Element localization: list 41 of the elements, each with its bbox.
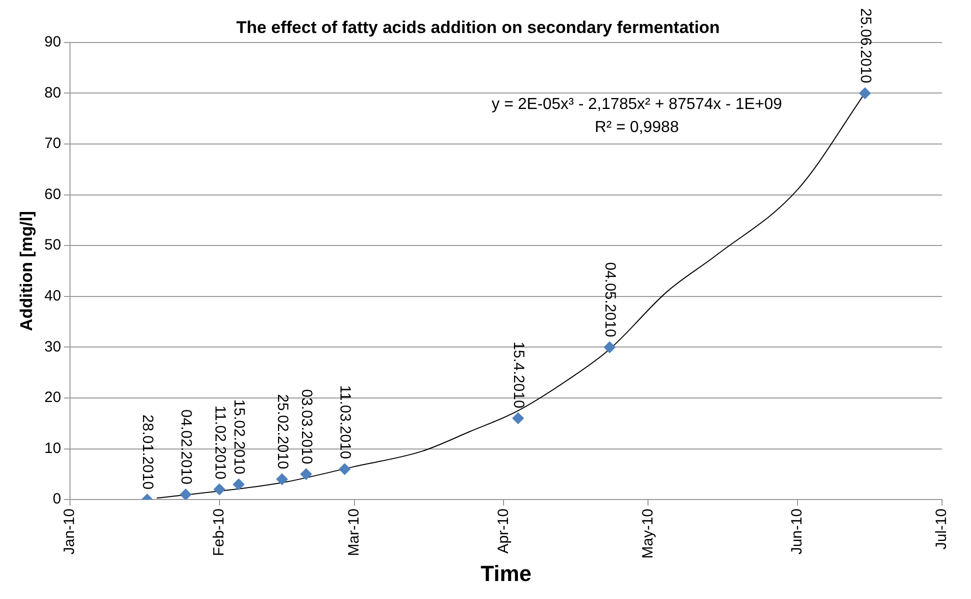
point — [604, 341, 616, 354]
x-tick-label: Mar-10 — [345, 508, 362, 556]
x-tick-label: Apr-10 — [494, 508, 512, 554]
x-tick-label: Jul-10 — [933, 508, 950, 550]
y-tick-label: 80 — [44, 84, 62, 102]
annotation: R² = 0,9988 — [594, 118, 679, 136]
data-label: 04.05.2010 — [601, 262, 618, 338]
point — [338, 463, 351, 476]
y-tick-label: 90 — [44, 34, 62, 51]
data-label: 25.02.2010 — [274, 394, 291, 470]
y-tick-label: 70 — [44, 135, 62, 152]
data-label: 15.02.2010 — [230, 399, 248, 474]
point — [512, 412, 524, 424]
point — [213, 483, 226, 496]
x-tick-label: Jan-10 — [61, 508, 78, 554]
point — [180, 488, 192, 500]
point — [232, 478, 245, 490]
annotation: y = 2E-05x³ - 2,1785x² + 87574x - 1E+09 — [492, 96, 782, 113]
y-tick-label: 40 — [44, 288, 62, 305]
data-label: 28.01.2010 — [139, 414, 156, 490]
y-tick-label: 0 — [52, 490, 62, 508]
y-tick-label: 60 — [44, 186, 62, 203]
data-label: 25.06.2010 — [856, 8, 874, 84]
y-tick-label: 20 — [44, 389, 62, 406]
x-tick-label: May-10 — [639, 508, 656, 559]
chart-title: The effect of fatty acids addition on secondary fermentation — [236, 18, 720, 37]
x-tick-label: Feb-10 — [210, 508, 228, 556]
data-label: 03.03.2010 — [298, 389, 315, 464]
y-tick-label: 10 — [44, 440, 62, 457]
data-label: 15.4.2010 — [510, 342, 527, 408]
y-axis-title: Addition [mg/l] — [16, 211, 36, 331]
y-tick-label: 50 — [44, 236, 62, 254]
x-axis-title: Time — [480, 560, 532, 586]
data-label: 11.02.2010 — [211, 405, 228, 480]
y-tick-label: 30 — [44, 338, 62, 356]
point — [300, 468, 312, 480]
x-tick-label: Jun-10 — [788, 508, 806, 554]
point — [276, 473, 288, 486]
data-label: 11.03.2010 — [336, 385, 354, 460]
point — [858, 87, 871, 100]
data-label: 04.02.2010 — [178, 409, 195, 485]
